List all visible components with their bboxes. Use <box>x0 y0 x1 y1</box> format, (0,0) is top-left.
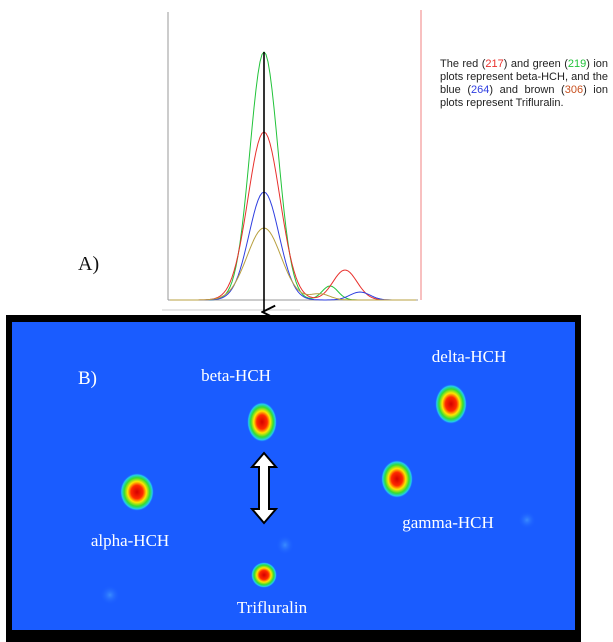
compound-label: alpha-HCH <box>91 531 169 550</box>
annotation-text: 306 <box>564 84 584 96</box>
ion-plot <box>170 227 416 301</box>
annotation-text: ) and green ( <box>503 58 568 70</box>
ion-plots <box>170 51 416 301</box>
annotation-text: 264 <box>471 84 490 96</box>
annotation: The red (217) and green (219) ion plots … <box>440 58 608 110</box>
panel-label: B) <box>78 368 97 389</box>
spots <box>100 384 536 605</box>
gc-image <box>12 322 575 630</box>
double-arrow <box>249 451 279 525</box>
annotation-text: 217 <box>485 58 504 70</box>
compound-label: delta-HCH <box>432 347 507 366</box>
annotation-text: ) ion plots represent Trifluralin. <box>440 84 608 109</box>
annotation-text: 219 <box>567 58 587 70</box>
annotation-text: ) ion plots represent beta-HCH, and the … <box>440 58 608 96</box>
compound-label: Trifluralin <box>237 598 308 617</box>
ion-plot <box>170 51 416 301</box>
ion-plot <box>170 131 416 301</box>
panel-label: A) <box>78 253 99 275</box>
compound-label: beta-HCH <box>201 366 271 385</box>
compound-label: gamma-HCH <box>402 513 494 532</box>
annotation-text: ) and brown ( <box>489 84 565 96</box>
annotation-text: The red ( <box>440 58 486 70</box>
